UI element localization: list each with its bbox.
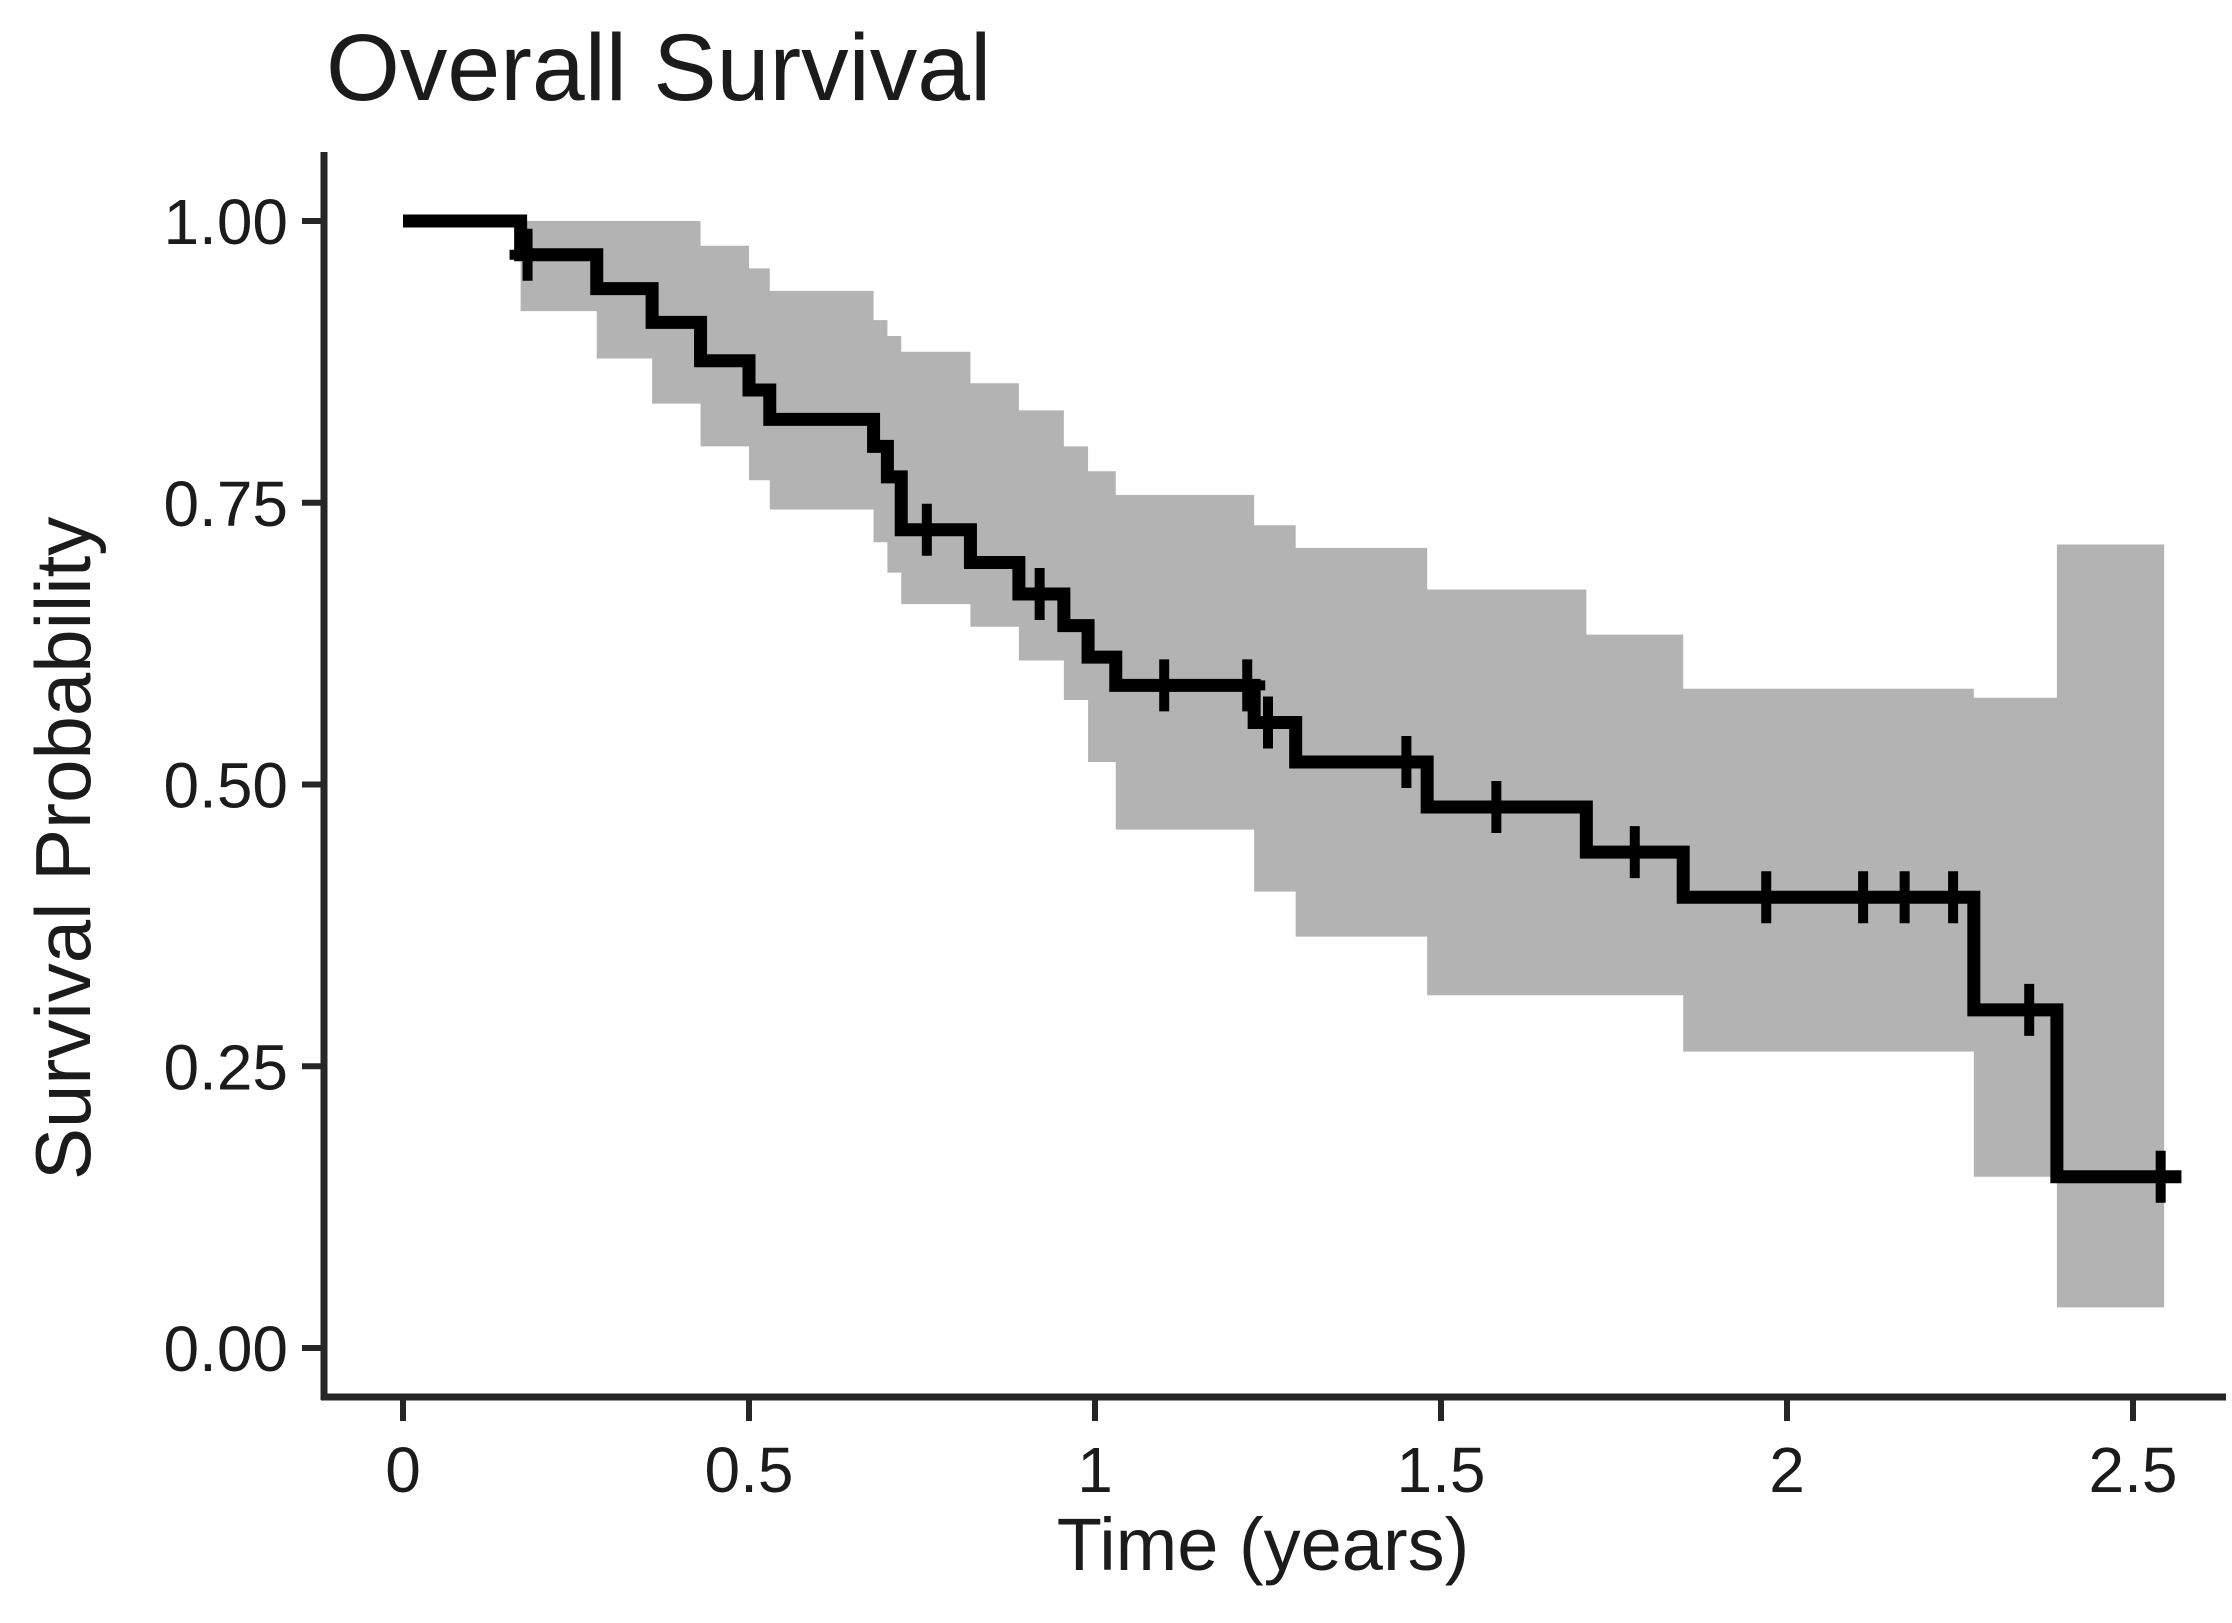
y-tick-label: 1.00	[163, 186, 288, 258]
km-step-curve	[403, 214, 2182, 1184]
y-tick-label: 0.25	[163, 1031, 288, 1103]
x-tick-label: 1.5	[1397, 1434, 1486, 1506]
y-tick-label: 0.50	[163, 750, 288, 822]
x-tick-label: 2.5	[2089, 1434, 2178, 1506]
x-axis-label: Time (years)	[1056, 1503, 1470, 1586]
x-tick-label: 1	[1077, 1434, 1113, 1506]
y-tick-label: 0.00	[163, 1313, 288, 1385]
chart-title: Overall Survival	[326, 15, 992, 121]
x-tick-label: 0	[385, 1434, 421, 1506]
y-tick-label: 0.75	[163, 468, 288, 540]
censor-marks	[509, 228, 2179, 1203]
x-tick-label: 0.5	[705, 1434, 794, 1506]
x-tick-label: 2	[1769, 1434, 1805, 1506]
